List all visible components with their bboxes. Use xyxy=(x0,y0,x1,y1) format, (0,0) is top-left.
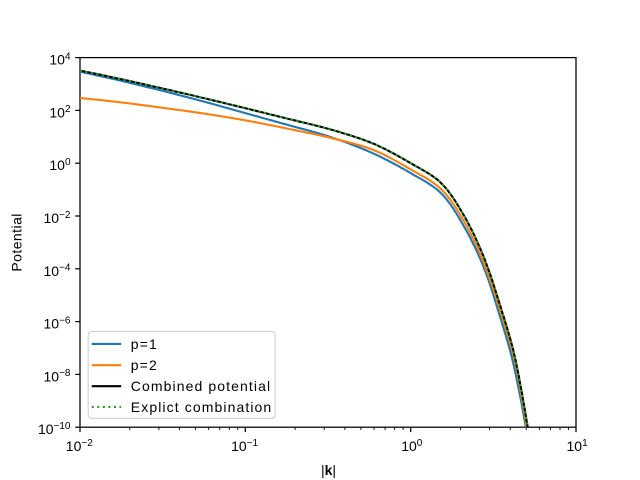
svg-text:100: 100 xyxy=(401,438,423,454)
svg-text:p=1: p=1 xyxy=(131,336,158,352)
svg-text:Combined potential: Combined potential xyxy=(131,378,271,394)
svg-text:p=2: p=2 xyxy=(131,357,158,373)
svg-text:10−4: 10−4 xyxy=(44,263,71,279)
svg-text:101: 101 xyxy=(567,438,589,454)
svg-text:10−8: 10−8 xyxy=(44,368,71,384)
svg-text:Explict combination: Explict combination xyxy=(131,399,273,415)
svg-text:10−1: 10−1 xyxy=(231,438,258,454)
svg-text:10−2: 10−2 xyxy=(44,210,71,226)
svg-text:10−6: 10−6 xyxy=(44,315,71,331)
svg-text:10−10: 10−10 xyxy=(38,421,71,437)
svg-text:104: 104 xyxy=(49,51,71,67)
svg-text:Potential: Potential xyxy=(8,213,24,272)
svg-text:10−2: 10−2 xyxy=(66,438,93,454)
svg-text:|k|: |k| xyxy=(321,462,336,478)
svg-text:102: 102 xyxy=(49,104,71,120)
svg-text:100: 100 xyxy=(49,157,71,173)
